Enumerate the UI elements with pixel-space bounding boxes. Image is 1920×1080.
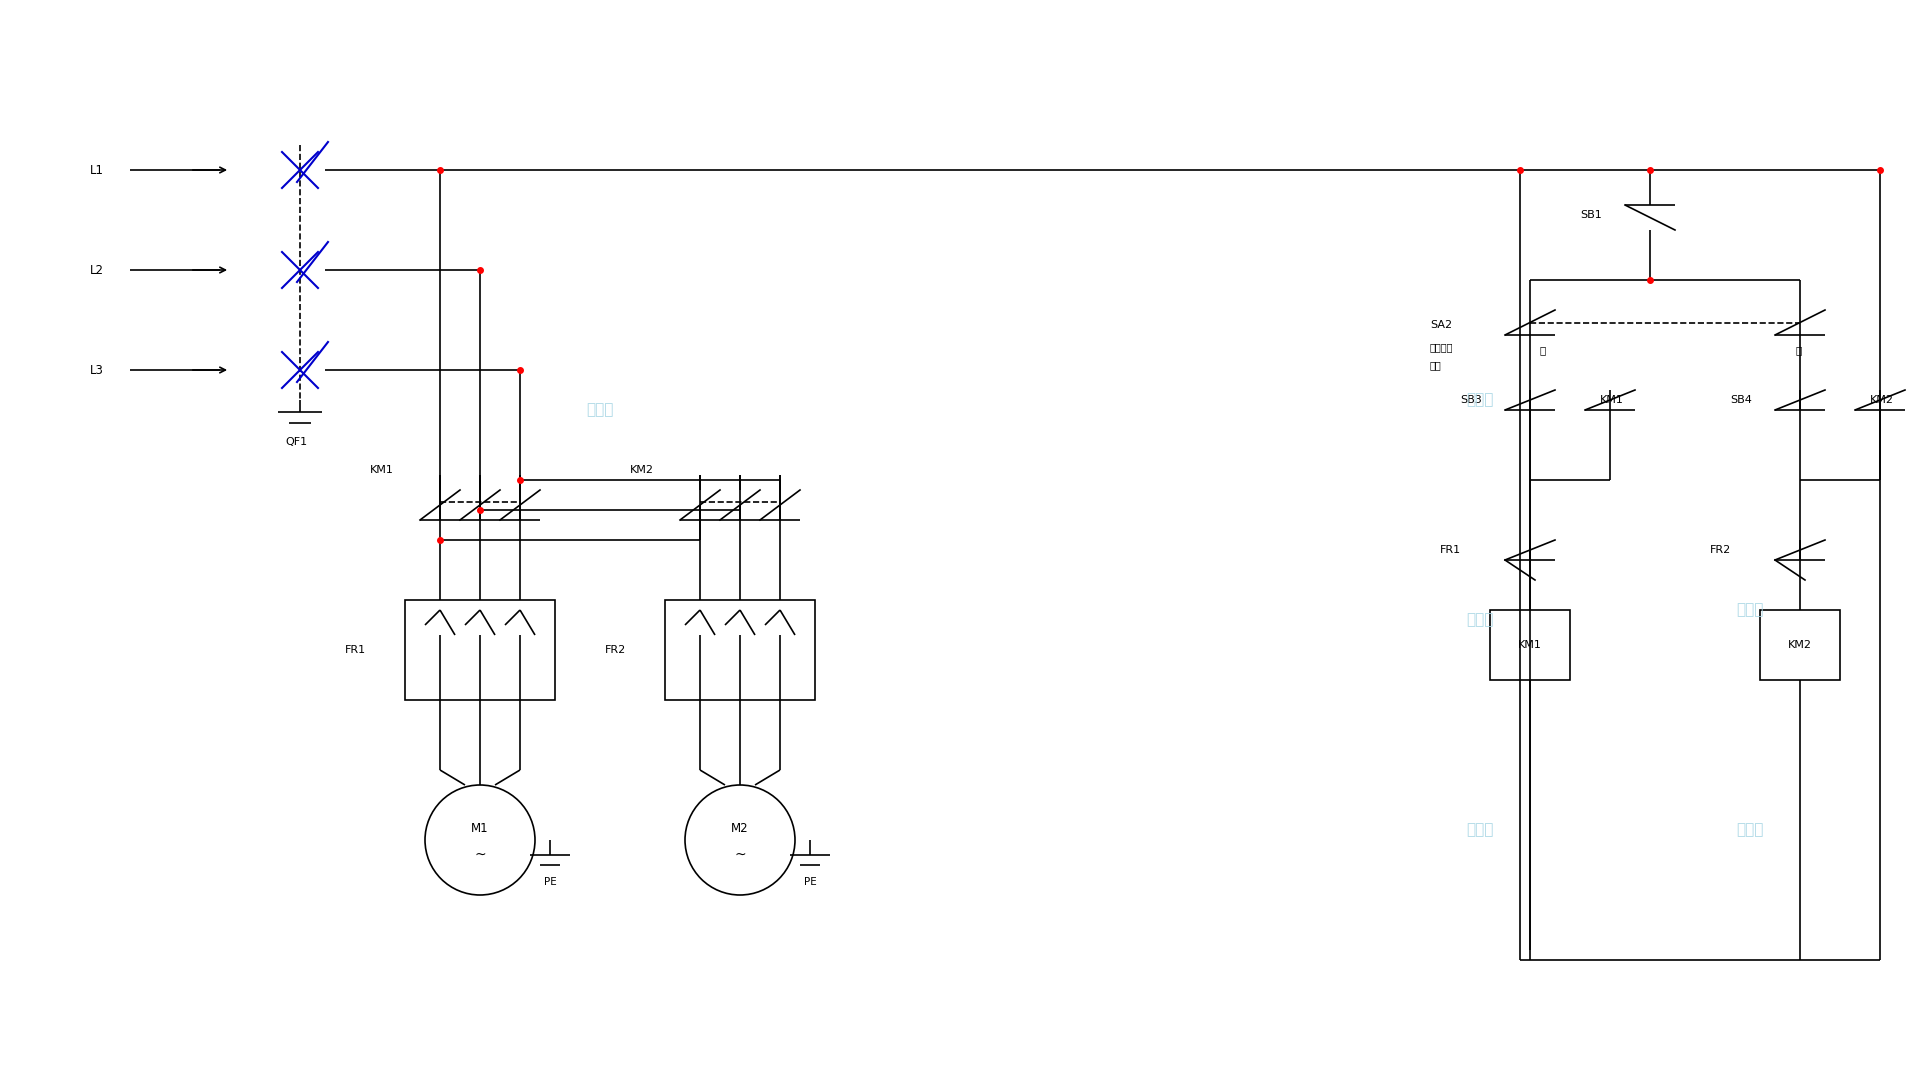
Text: ~: ~	[733, 848, 745, 862]
Text: 电工鼠: 电工鼠	[1467, 823, 1494, 837]
Text: 电工鼠: 电工鼠	[1467, 392, 1494, 407]
Text: L1: L1	[90, 163, 104, 176]
Text: 电工鼠: 电工鼠	[1736, 823, 1764, 837]
Text: 开关: 开关	[1430, 360, 1442, 370]
Text: M2: M2	[732, 822, 749, 835]
Text: KM2: KM2	[1788, 640, 1812, 650]
Text: SA2: SA2	[1430, 320, 1452, 330]
Text: SB4: SB4	[1730, 395, 1751, 405]
Text: FR2: FR2	[605, 645, 626, 654]
Text: M1: M1	[470, 822, 490, 835]
Text: 电工鼠: 电工鼠	[586, 403, 614, 418]
Text: PE: PE	[543, 877, 557, 887]
Bar	[664, 600, 814, 700]
Text: ~: ~	[474, 848, 486, 862]
Bar	[1761, 610, 1839, 680]
Text: 右: 右	[1795, 345, 1801, 355]
Bar	[1490, 610, 1571, 680]
Text: L3: L3	[90, 364, 104, 377]
Text: KM1: KM1	[1599, 395, 1624, 405]
Text: KM1: KM1	[1519, 640, 1542, 650]
Text: PE: PE	[804, 877, 816, 887]
Text: KM1: KM1	[371, 465, 394, 475]
Text: L2: L2	[90, 264, 104, 276]
Text: FR1: FR1	[1440, 545, 1461, 555]
Text: 三位选择: 三位选择	[1430, 342, 1453, 352]
Text: 左: 左	[1540, 345, 1546, 355]
Text: KM2: KM2	[630, 465, 655, 475]
Text: QF1: QF1	[284, 437, 307, 447]
Text: 电工鼠: 电工鼠	[1467, 612, 1494, 627]
Text: SB1: SB1	[1580, 210, 1601, 220]
Text: SB3: SB3	[1459, 395, 1482, 405]
Text: FR1: FR1	[346, 645, 367, 654]
Text: 电工鼠: 电工鼠	[1736, 603, 1764, 618]
Text: KM2: KM2	[1870, 395, 1893, 405]
Bar	[405, 600, 555, 700]
Text: FR2: FR2	[1711, 545, 1732, 555]
